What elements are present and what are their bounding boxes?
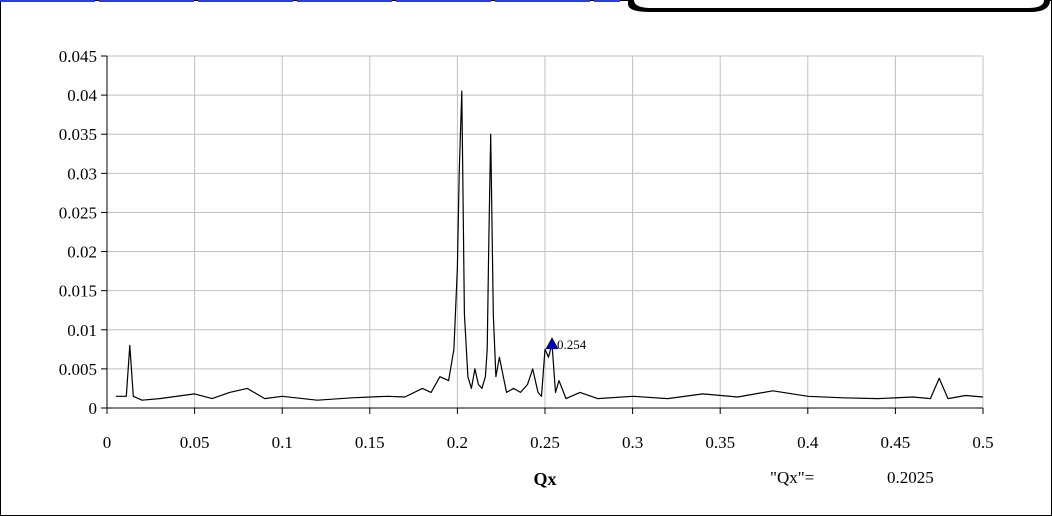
y-tick-label: 0.02 xyxy=(67,243,97,262)
peak-label: 0.254 xyxy=(557,337,587,352)
y-tick-label: 0.04 xyxy=(67,86,97,105)
x-tick-label: 0.35 xyxy=(705,433,735,452)
readout-label: "Qx"= xyxy=(770,468,814,487)
x-tick-label: 0.25 xyxy=(530,433,560,452)
y-tick-label: 0.035 xyxy=(59,125,97,144)
y-tick-label: 0 xyxy=(89,399,98,418)
peak-marker xyxy=(545,337,559,350)
annotations: 0.254 xyxy=(545,337,587,352)
x-tick-label: 0.3 xyxy=(622,433,643,452)
x-tick-label: 0.05 xyxy=(180,433,210,452)
x-tick-label: 0.15 xyxy=(355,433,385,452)
axes xyxy=(101,55,984,414)
top-strip xyxy=(0,0,1050,12)
y-tick-label: 0.025 xyxy=(59,203,97,222)
y-tick-labels: 0 0.005 0.01 0.015 0.02 0.025 0.03 0.035 0.04 0.0… xyxy=(59,47,98,418)
x-tick-label: 0.4 xyxy=(797,433,819,452)
x-tick-label: 0.5 xyxy=(972,433,993,452)
x-tick-label: 0.2 xyxy=(447,433,468,452)
y-tick-label: 0.005 xyxy=(59,360,97,379)
y-tick-label: 0.03 xyxy=(67,164,97,183)
x-tick-labels: 0 0.05 0.1 0.15 0.2 0.25 0.3 0.35 0.4 0.45 0.5 xyxy=(103,433,994,452)
x-tick-label: 0.45 xyxy=(881,433,911,452)
x-axis-label: Qx xyxy=(533,469,556,489)
y-tick-label: 0.01 xyxy=(67,321,97,340)
series-line xyxy=(115,90,984,401)
readout-value: 0.2025 xyxy=(887,468,934,487)
series-layer xyxy=(115,90,984,401)
y-tick-label: 0.015 xyxy=(59,282,97,301)
grid xyxy=(107,55,984,408)
y-tick-label: 0.045 xyxy=(59,47,97,66)
x-tick-label: 0 xyxy=(103,433,112,452)
x-tick-label: 0.1 xyxy=(272,433,293,452)
